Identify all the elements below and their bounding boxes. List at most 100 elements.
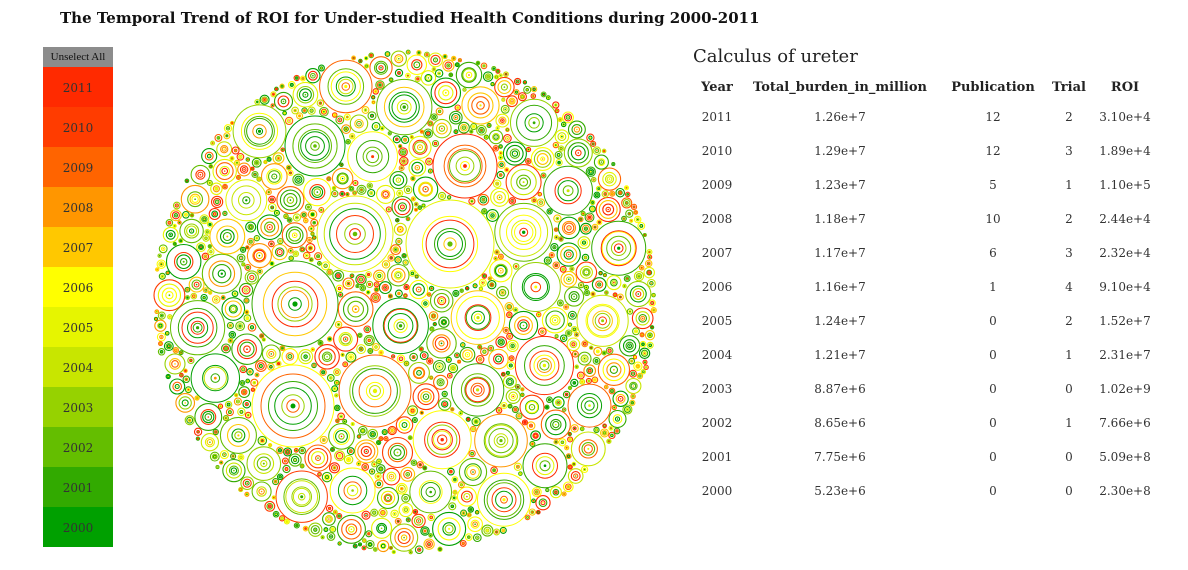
condition-bubble[interactable] (487, 276, 492, 281)
condition-bubble[interactable] (621, 215, 627, 222)
condition-bubble[interactable] (235, 321, 246, 332)
condition-bubble[interactable] (301, 107, 308, 114)
condition-bubble[interactable] (579, 222, 592, 235)
condition-bubble[interactable] (496, 170, 505, 180)
condition-bubble[interactable] (494, 202, 554, 262)
condition-bubble[interactable] (370, 292, 381, 303)
condition-bubble[interactable] (311, 235, 317, 240)
condition-bubble[interactable] (510, 262, 561, 312)
condition-bubble[interactable] (611, 162, 616, 167)
condition-bubble[interactable] (208, 207, 221, 221)
condition-bubble[interactable] (367, 348, 374, 354)
condition-bubble[interactable] (251, 170, 259, 179)
condition-bubble[interactable] (506, 332, 514, 340)
condition-bubble[interactable] (486, 209, 499, 222)
condition-bubble[interactable] (414, 545, 424, 555)
condition-bubble[interactable] (184, 178, 190, 184)
condition-bubble[interactable] (363, 334, 375, 346)
condition-bubble[interactable] (169, 300, 226, 356)
condition-bubble[interactable] (616, 293, 624, 301)
condition-bubble[interactable] (359, 284, 367, 292)
condition-bubble[interactable] (624, 191, 631, 198)
condition-bubble[interactable] (441, 390, 448, 398)
condition-bubble[interactable] (543, 165, 594, 216)
condition-bubble[interactable] (285, 164, 292, 171)
condition-bubble[interactable] (395, 237, 403, 246)
condition-bubble[interactable] (232, 104, 287, 159)
condition-bubble[interactable] (398, 165, 405, 172)
condition-bubble[interactable] (188, 276, 205, 293)
condition-bubble[interactable] (239, 365, 248, 374)
condition-bubble[interactable] (306, 236, 313, 244)
condition-bubble[interactable] (405, 517, 411, 523)
condition-bubble[interactable] (308, 257, 314, 263)
condition-bubble[interactable] (419, 351, 429, 361)
condition-bubble[interactable] (164, 353, 186, 375)
condition-bubble[interactable] (251, 364, 335, 448)
condition-bubble[interactable] (506, 361, 516, 370)
condition-bubble[interactable] (202, 287, 209, 294)
condition-bubble[interactable] (331, 385, 339, 393)
condition-bubble[interactable] (222, 415, 229, 422)
condition-bubble[interactable] (365, 280, 374, 289)
condition-bubble[interactable] (292, 173, 305, 186)
condition-bubble[interactable] (644, 259, 653, 268)
condition-bubble[interactable] (460, 342, 466, 348)
condition-bubble[interactable] (352, 179, 359, 187)
condition-bubble[interactable] (495, 407, 503, 414)
condition-bubble[interactable] (165, 219, 174, 227)
condition-bubble[interactable] (536, 198, 546, 207)
condition-bubble[interactable] (391, 549, 396, 555)
condition-bubble[interactable] (601, 148, 607, 154)
condition-bubble[interactable] (497, 253, 504, 260)
condition-bubble[interactable] (626, 308, 634, 315)
condition-bubble[interactable] (454, 104, 461, 111)
condition-bubble[interactable] (577, 216, 584, 223)
condition-bubble[interactable] (477, 344, 483, 350)
condition-bubble[interactable] (603, 384, 609, 390)
condition-bubble[interactable] (576, 294, 629, 347)
condition-bubble[interactable] (395, 482, 408, 495)
condition-bubble[interactable] (450, 290, 506, 345)
year-filter-2006[interactable]: 2006 (43, 267, 113, 307)
condition-bubble[interactable] (486, 122, 492, 128)
condition-bubble[interactable] (366, 182, 373, 189)
condition-bubble[interactable] (271, 495, 276, 500)
condition-bubble[interactable] (326, 268, 334, 276)
condition-bubble[interactable] (561, 491, 567, 497)
condition-bubble[interactable] (609, 190, 616, 197)
condition-bubble[interactable] (629, 369, 637, 378)
condition-bubble[interactable] (349, 133, 356, 140)
condition-bubble[interactable] (438, 316, 450, 328)
condition-bubble[interactable] (230, 453, 237, 460)
condition-bubble[interactable] (492, 145, 500, 152)
condition-bubble[interactable] (477, 472, 531, 527)
condition-bubble[interactable] (411, 513, 426, 529)
condition-bubble[interactable] (467, 506, 475, 513)
condition-bubble[interactable] (557, 216, 581, 240)
condition-bubble[interactable] (450, 407, 455, 412)
condition-bubble[interactable] (356, 461, 362, 467)
condition-bubble[interactable] (382, 467, 401, 486)
condition-bubble[interactable] (451, 55, 457, 62)
condition-bubble[interactable] (319, 368, 327, 376)
year-filter-2010[interactable]: 2010 (43, 107, 113, 147)
condition-bubble[interactable] (335, 418, 340, 424)
condition-bubble[interactable] (590, 140, 597, 147)
condition-bubble[interactable] (558, 236, 564, 242)
condition-bubble[interactable] (421, 203, 426, 208)
condition-bubble[interactable] (459, 346, 476, 363)
condition-bubble[interactable] (608, 387, 616, 395)
condition-bubble[interactable] (447, 467, 455, 476)
year-filter-2008[interactable]: 2008 (43, 187, 113, 227)
condition-bubble[interactable] (531, 197, 538, 204)
condition-bubble[interactable] (597, 353, 631, 386)
condition-bubble[interactable] (498, 73, 503, 78)
condition-bubble[interactable] (574, 364, 579, 370)
condition-bubble[interactable] (409, 270, 416, 277)
year-filter-2007[interactable]: 2007 (43, 227, 113, 267)
condition-bubble[interactable] (199, 214, 210, 225)
condition-bubble[interactable] (172, 241, 177, 247)
condition-bubble[interactable] (457, 481, 465, 489)
condition-bubble[interactable] (508, 310, 539, 341)
